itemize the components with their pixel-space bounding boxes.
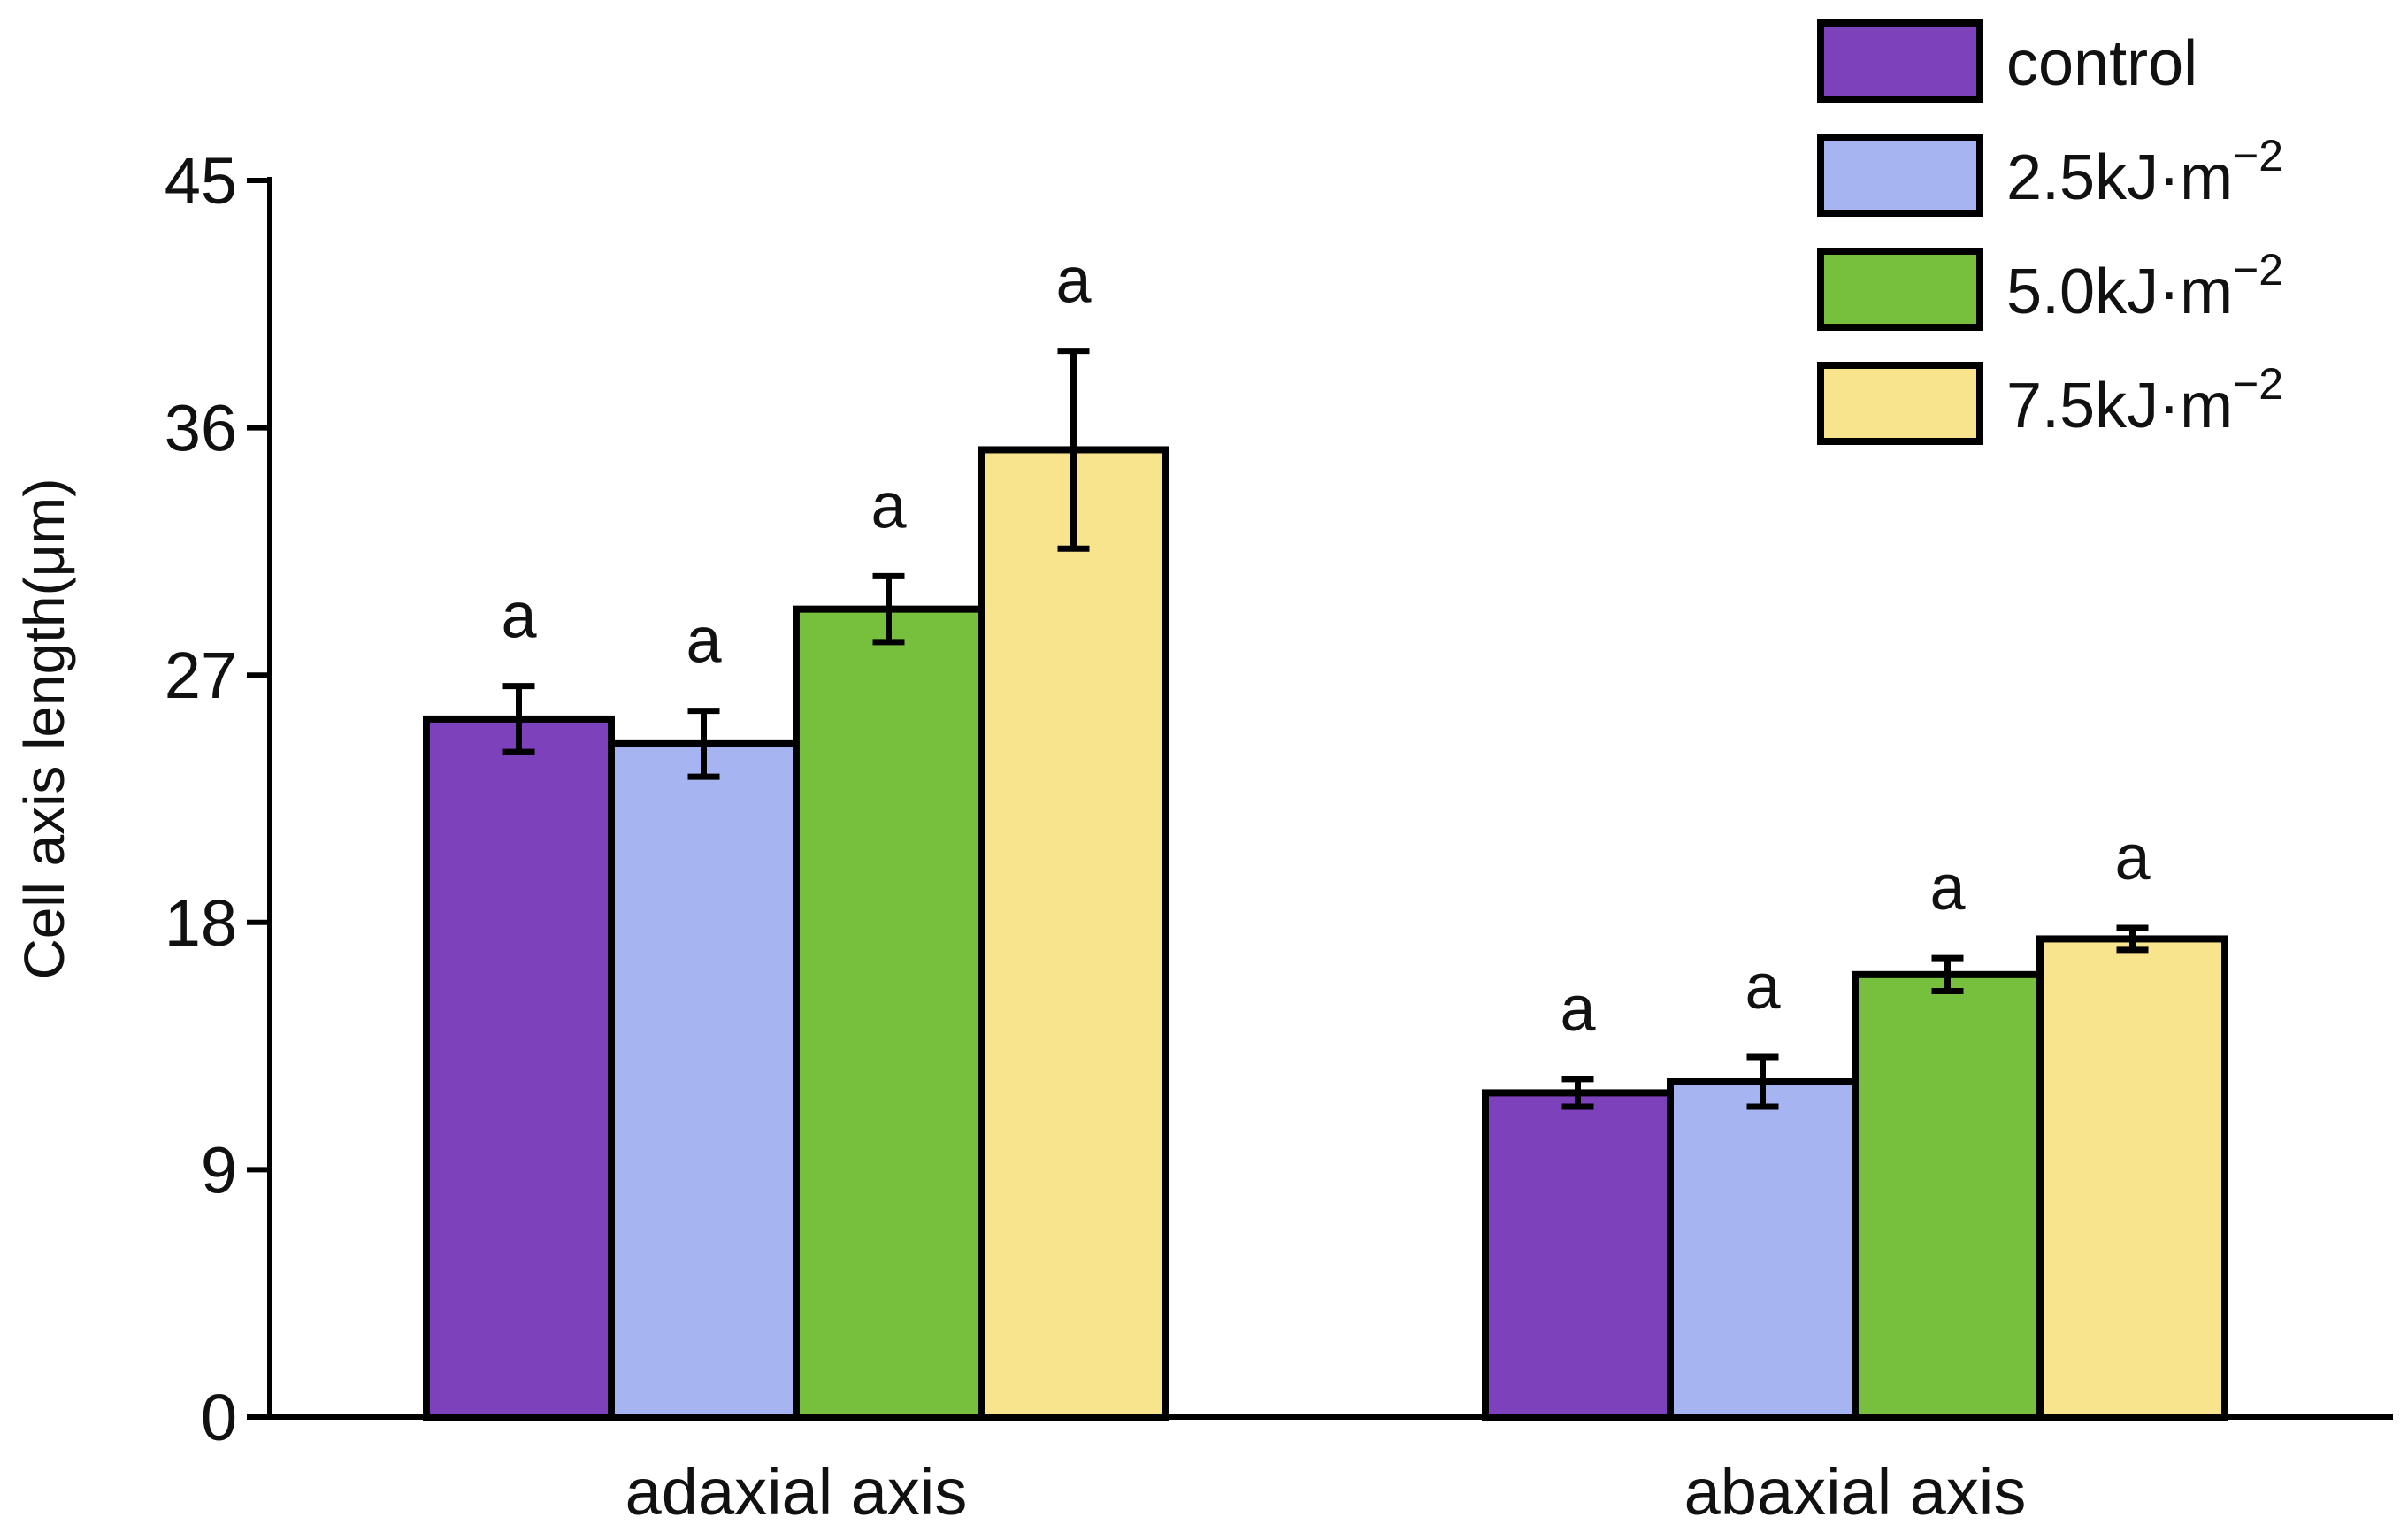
bar [1482, 1089, 1674, 1421]
legend-swatch [1817, 362, 1983, 445]
legend-label-text: 7.5kJ·m [2006, 371, 2233, 441]
legend-swatch [1817, 134, 1983, 217]
plot-area: 0 9 18 27 36 45 adaxial axis abaxial axis a a a a a a… [165, 144, 2393, 1529]
significance-label: a [1745, 952, 1781, 1023]
bar [2036, 935, 2228, 1421]
legend-label: control [2006, 28, 2197, 99]
significance-label: a [2114, 823, 2151, 893]
legend-swatch [1817, 19, 1983, 103]
significance-label: a [1560, 974, 1596, 1045]
legend-label: 2.5kJ·m−2 [2006, 131, 2283, 213]
significance-label: a [870, 471, 907, 541]
bar [978, 446, 1169, 1421]
bar [1852, 970, 2044, 1421]
legend-label-text: control [2006, 28, 2197, 99]
legend-label-text: 5.0kJ·m [2006, 257, 2233, 327]
y-tick-label: 9 [201, 1133, 237, 1207]
bar [793, 605, 985, 1421]
legend-label-superscript: −2 [2233, 245, 2283, 295]
bar [608, 739, 800, 1421]
bar [423, 715, 615, 1421]
y-tick-label: 45 [165, 144, 237, 218]
y-tick-label: 27 [165, 639, 237, 712]
y-tick-label: 36 [165, 392, 237, 465]
legend-label-superscript: −2 [2233, 359, 2283, 409]
significance-label: a [1929, 853, 1966, 923]
legend-label-text: 2.5kJ·m [2006, 142, 2233, 213]
significance-label: a [1055, 246, 1092, 317]
x-category-label: adaxial axis [625, 1455, 968, 1529]
significance-label: a [686, 606, 722, 677]
legend-label: 7.5kJ·m−2 [2006, 359, 2283, 441]
bar [1667, 1077, 1859, 1421]
y-tick-label: 18 [165, 886, 237, 960]
x-category-label: abaxial axis [1684, 1455, 2027, 1529]
significance-label: a [501, 581, 537, 652]
legend-label: 5.0kJ·m−2 [2006, 245, 2283, 327]
legend-label-superscript: −2 [2233, 131, 2283, 180]
y-tick-label: 0 [201, 1381, 237, 1454]
legend-swatch [1817, 248, 1983, 331]
y-axis-title: Cell axis length(μm) [12, 479, 76, 980]
